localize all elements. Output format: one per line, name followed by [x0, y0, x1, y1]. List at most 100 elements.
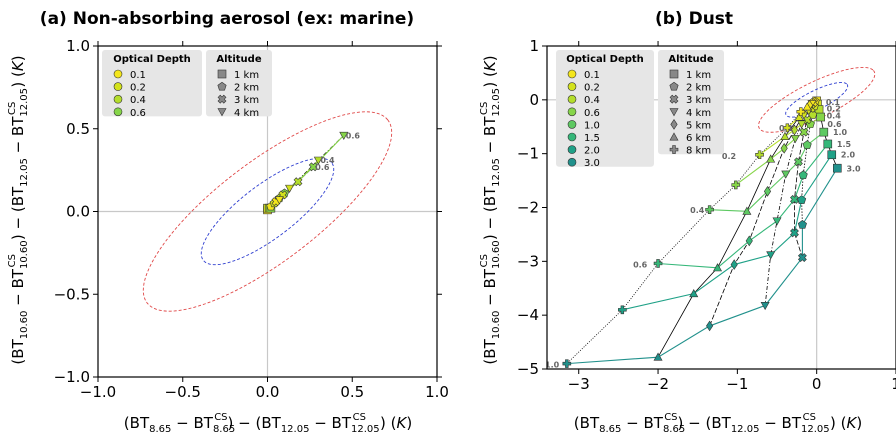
y-tick-label: 0: [529, 91, 539, 109]
legend-optical-depth-entry: 0.6: [584, 108, 600, 119]
y-tick-label: −3: [517, 252, 539, 270]
data-point-marker: [797, 253, 807, 262]
legend-altitude-entry: 3 km: [234, 95, 259, 106]
data-point-marker: [705, 205, 714, 214]
legend-altitude-entry: 2 km: [234, 83, 259, 94]
data-point-marker: [833, 163, 842, 173]
legend-optical-depth-entry: 2.0: [584, 146, 600, 157]
data-point-marker: [706, 320, 714, 332]
legend-optical-depth-entry: 0.4: [584, 95, 600, 106]
data-point-marker: [653, 259, 663, 268]
y-tick-label: −1.0: [54, 368, 90, 386]
data-point-marker: [618, 305, 627, 315]
panel-b-y-axis-label: (BT10.60 − BT10.60CS) − (BT12.05 − BT12.…: [479, 55, 502, 364]
data-point-marker: [730, 259, 738, 270]
legend-altitude-entry: 5 km: [686, 120, 711, 131]
legend-od-marker: [567, 157, 577, 167]
data-point-marker: [827, 150, 837, 160]
panel-a-title: (a) Non-absorbing aerosol (ex: marine): [40, 9, 414, 29]
legend-optical-depth: Optical Depth 0.1 0.20.4 0.6: [102, 50, 202, 119]
legend-optical-depth-box: [102, 50, 202, 117]
legend-optical-depth-entry: 3.0: [584, 158, 600, 169]
outer-ellipse: [758, 66, 876, 133]
legend-od-marker: [113, 82, 123, 91]
legend-altitude-entry: 8 km: [686, 146, 711, 157]
legend-od-marker: [567, 132, 577, 142]
legend-optical-depth-entry: 0.4: [130, 95, 146, 106]
data-point-marker: [763, 186, 772, 197]
y-tick-label: −2: [517, 199, 539, 217]
data-point-marker: [781, 170, 791, 179]
optical-depth-point-label: 0.4: [690, 206, 705, 215]
legend-altitude-entry: 4 km: [686, 108, 711, 119]
data-point-marker: [797, 195, 807, 204]
legend-optical-depth-box: [556, 50, 654, 167]
plot-clip-group: 0.10.20.40.61.00.10.20.40.61.01.52.03.0: [547, 46, 896, 369]
legend-optical-depth-title: Optical Depth: [566, 54, 644, 65]
legend-altitude-marker: [669, 94, 679, 104]
data-point-marker: [794, 157, 803, 167]
legend-altitude: Altitude 1 km 2 km3 km 4 km: [206, 50, 272, 119]
data-point-marker: [713, 263, 723, 272]
legend-altitude-title: Altitude: [216, 54, 261, 65]
optical-depth-point-label: 0.6: [315, 163, 330, 172]
legend-optical-depth-entry: 0.1: [584, 70, 600, 81]
y-tick-label: −1: [517, 145, 539, 163]
legend-altitude-marker: [669, 69, 679, 79]
legend-altitude-entry: 1 km: [234, 70, 259, 81]
x-tick-label: −1: [726, 375, 748, 393]
x-tick-label: 1.0: [425, 383, 449, 401]
optical-depth-point-label: 2.0: [841, 151, 856, 160]
x-tick-label: −0.5: [165, 383, 201, 401]
legend-optical-depth-title: Optical Depth: [113, 54, 191, 65]
optical-depth-point-label: 1.0: [833, 128, 848, 137]
legend-optical-depth-entry: 0.1: [130, 70, 146, 81]
panel-b-title: (b) Dust: [655, 9, 733, 29]
legend-altitude-marker: [669, 81, 679, 91]
data-point-marker: [780, 142, 788, 154]
legend-altitude-marker: [217, 108, 227, 117]
data-point-marker: [783, 123, 792, 133]
panel-a-y-axis-label: (BT10.60 − BT10.60CS) − (BT12.05 − BT12.…: [7, 55, 30, 364]
x-tick-label: 1: [891, 375, 896, 393]
inner-ellipse: [785, 82, 849, 118]
data-point-marker: [653, 352, 663, 361]
legend-altitude-marker: [217, 81, 227, 91]
data-point-marker: [274, 196, 284, 205]
legend-od-marker: [567, 94, 577, 104]
data-point-marker: [798, 170, 808, 180]
data-point-marker: [780, 131, 790, 140]
data-point-marker: [794, 112, 804, 121]
optical-depth-point-label: 1.5: [837, 140, 852, 149]
optical-depth-point-label: 0.6: [827, 120, 842, 129]
plot-clip-group: 0.6 0.4 0.6: [98, 46, 437, 377]
legend-altitude-title: Altitude: [668, 54, 713, 65]
data-point-marker: [799, 127, 809, 137]
data-point-marker: [293, 177, 303, 187]
data-point-marker: [790, 228, 799, 238]
legend-optical-depth-entry: 1.5: [584, 133, 600, 144]
panel-b: (b) Dust 0.10.20.40.61.00.10.20.40.61.01…: [479, 9, 896, 435]
data-point-marker: [797, 120, 807, 129]
legend-od-marker: [567, 145, 577, 154]
data-point-marker: [790, 124, 799, 136]
optical-depth-point-label: 0.6: [346, 131, 361, 140]
inner-ellipse: [200, 157, 335, 266]
data-point-marker: [802, 140, 812, 149]
data-point-marker: [766, 154, 776, 163]
data-point-marker: [797, 219, 807, 229]
outer-ellipse: [142, 111, 393, 312]
y-tick-label: 1: [529, 37, 539, 55]
legend-altitude-marker: [217, 94, 227, 104]
legend-od-marker: [113, 69, 123, 79]
legend-optical-depth-entry: 1.0: [584, 120, 600, 131]
legend-altitude-marker: [669, 132, 679, 141]
altitude-line-5km: [709, 105, 810, 327]
data-point-marker: [796, 107, 806, 116]
data-point-marker: [285, 184, 295, 193]
x-tick-label: 0.0: [256, 383, 280, 401]
x-tick-label: −1.0: [80, 383, 116, 401]
legend-od-marker: [567, 69, 577, 79]
panel-b-x-axis-label: (BT8.65 − BT8.65CS) − (BT12.05 − BT12.05…: [574, 412, 862, 435]
data-point-marker: [689, 289, 699, 298]
